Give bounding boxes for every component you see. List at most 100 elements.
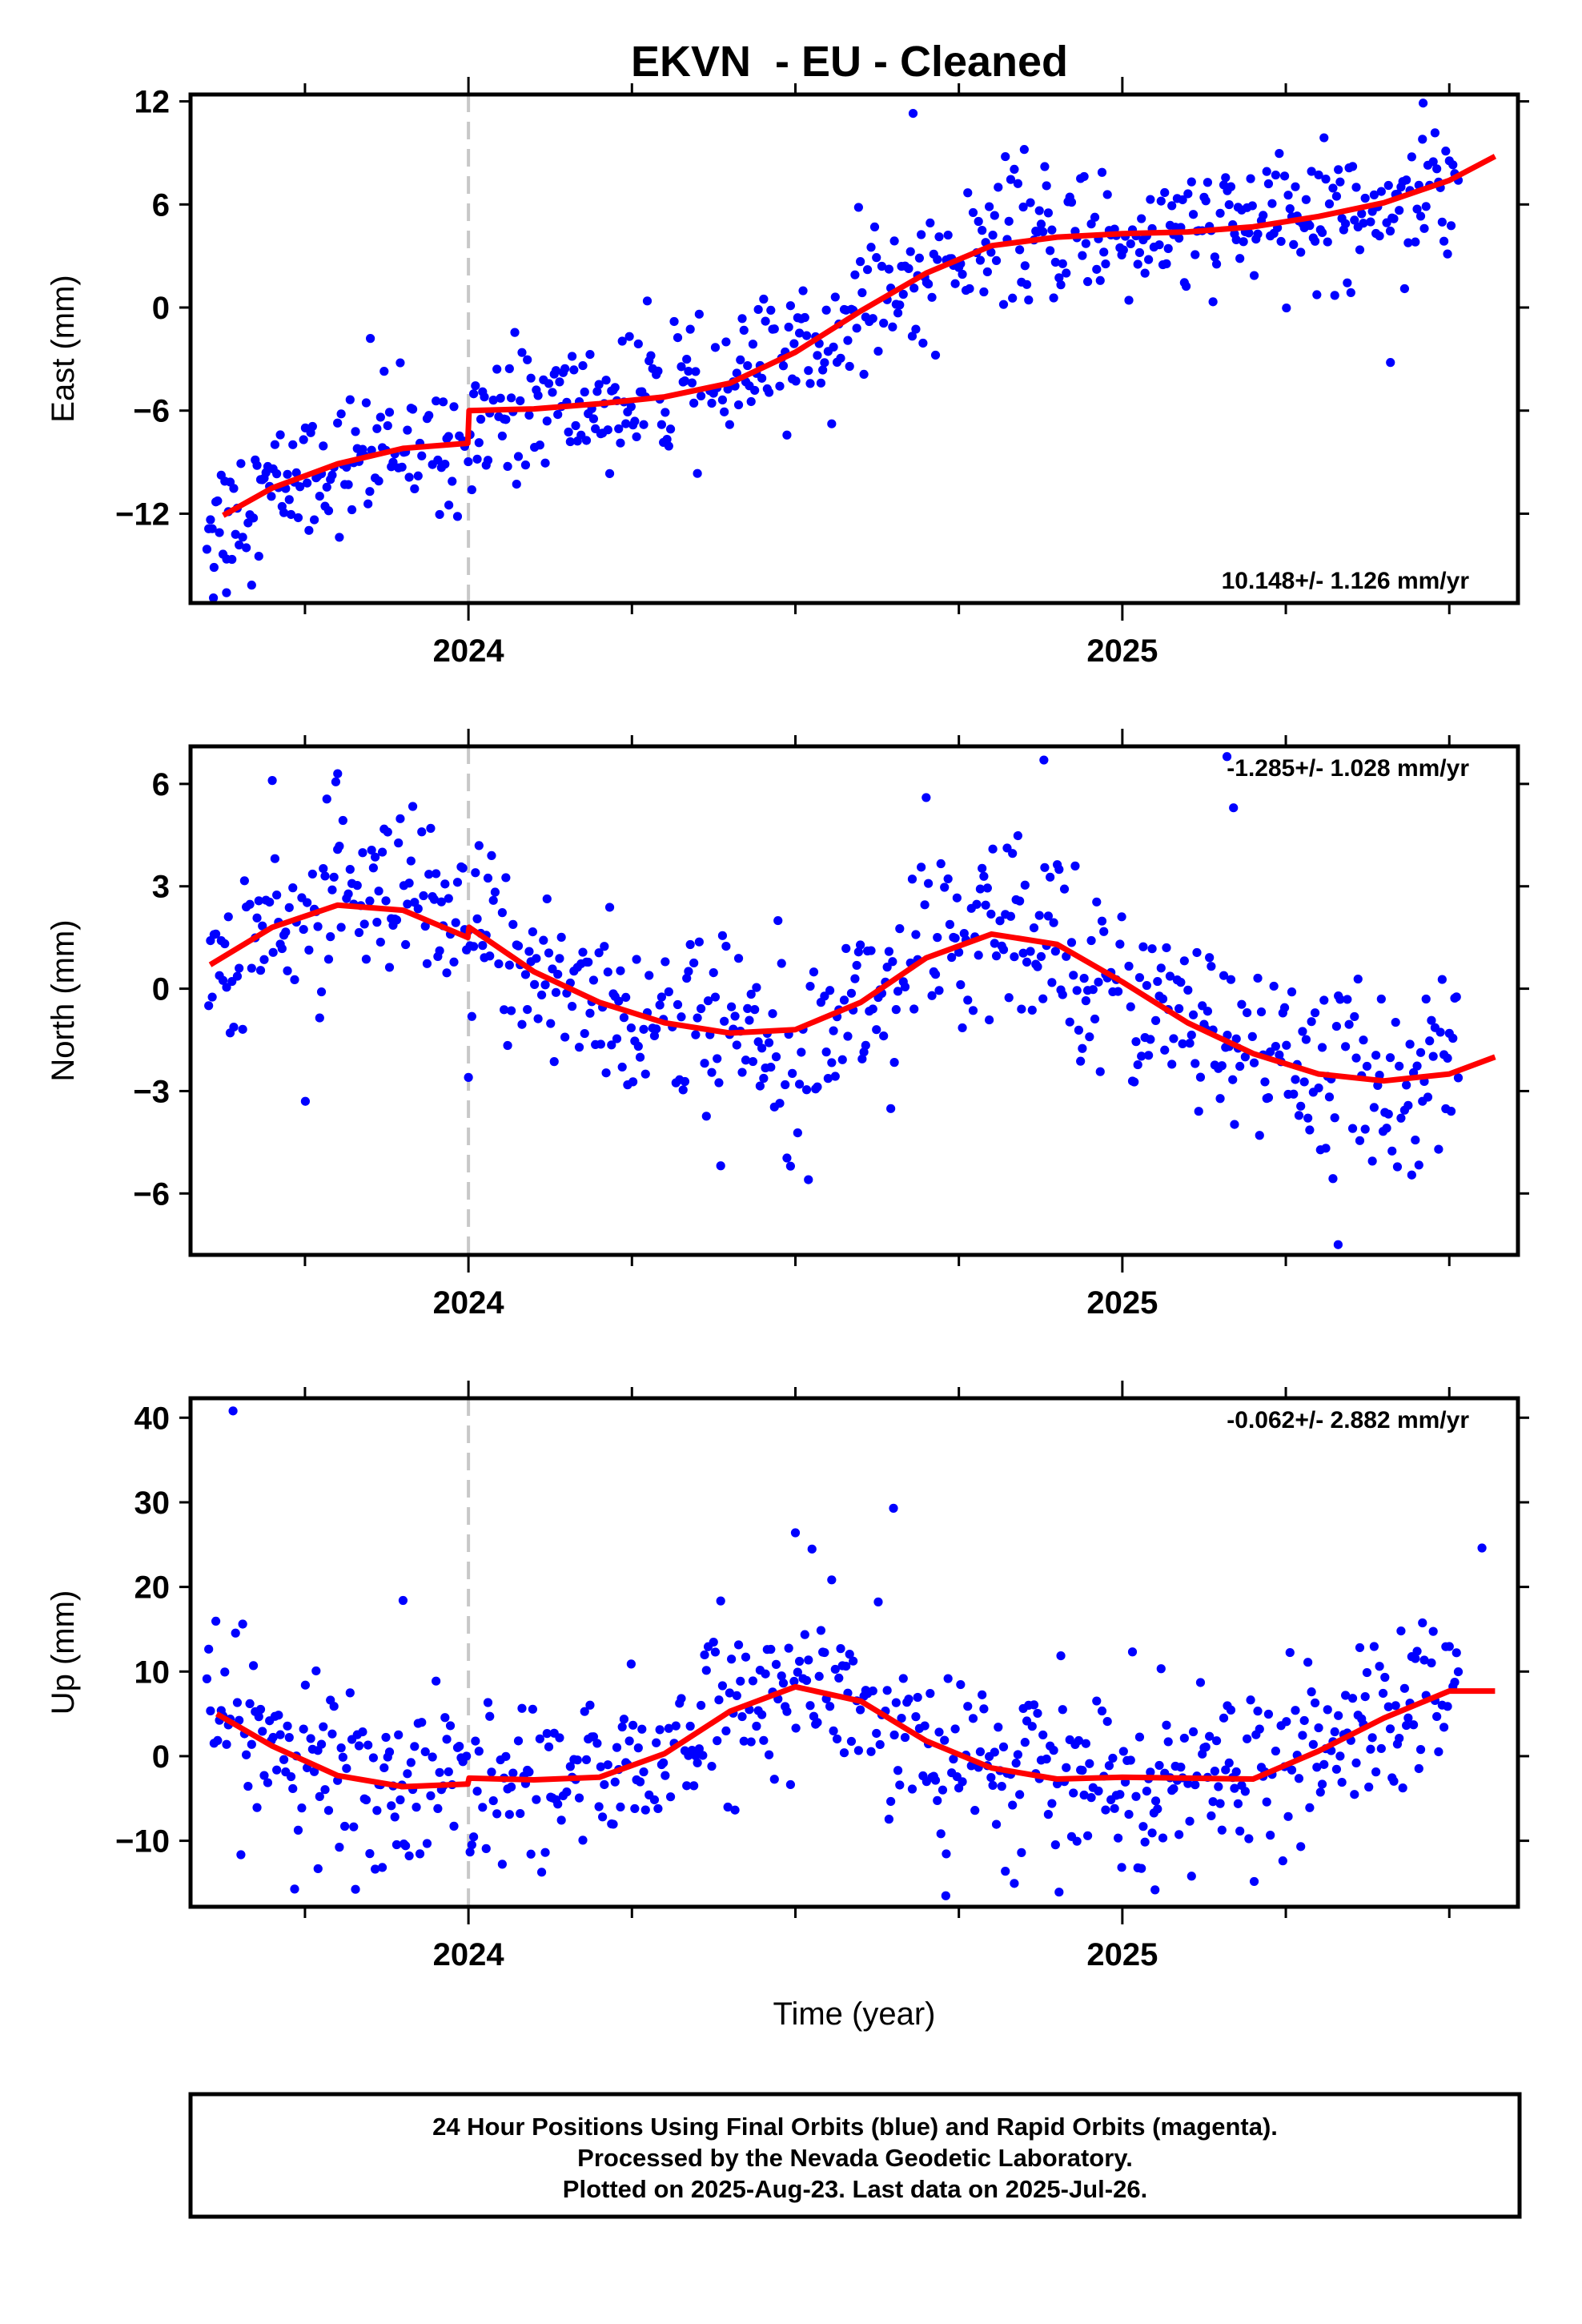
data-point [1134, 247, 1145, 258]
data-point [1405, 1039, 1415, 1049]
data-point [1010, 1879, 1019, 1888]
data-point [277, 943, 287, 954]
data-point [872, 1728, 881, 1739]
up-ticks [179, 1381, 1529, 1924]
data-point [1446, 221, 1456, 231]
data-point [556, 932, 566, 942]
data-point [492, 364, 502, 374]
data-point [1347, 1694, 1358, 1703]
data-point [1350, 1790, 1359, 1799]
data-point [694, 1744, 704, 1754]
data-point [794, 328, 805, 338]
data-point [1335, 1751, 1345, 1761]
data-point [513, 941, 524, 951]
data-point [598, 1812, 608, 1822]
data-point [698, 1751, 708, 1760]
data-point [1079, 171, 1089, 182]
data-point [1001, 1867, 1010, 1876]
data-point [368, 863, 378, 873]
data-point [408, 802, 418, 811]
data-point [372, 424, 382, 433]
data-point [656, 992, 666, 1002]
data-point [827, 1058, 837, 1068]
data-point [1065, 1017, 1074, 1027]
data-point [814, 1671, 824, 1681]
data-point [588, 1732, 599, 1742]
data-point [725, 420, 734, 429]
data-point [764, 388, 774, 397]
data-point [1081, 239, 1090, 248]
data-point [628, 1077, 638, 1087]
data-point [691, 1030, 701, 1039]
data-point [990, 211, 999, 220]
data-point [748, 340, 758, 349]
data-point [1256, 1007, 1267, 1017]
data-point [1366, 217, 1375, 227]
data-point [1386, 358, 1395, 368]
data-point [985, 1015, 994, 1025]
data-point [1222, 752, 1232, 762]
data-point [551, 366, 561, 376]
data-point [242, 1750, 251, 1759]
data-point [1215, 208, 1225, 218]
data-point [1308, 1739, 1318, 1749]
data-point [272, 469, 282, 479]
data-point [621, 992, 631, 1002]
data-point [601, 376, 611, 385]
y-tick-label: −6 [133, 394, 170, 429]
data-point [1117, 1863, 1126, 1872]
data-point [1408, 1720, 1419, 1730]
data-point [235, 963, 244, 973]
data-point [1101, 1805, 1110, 1815]
data-point [383, 420, 392, 431]
data-point [1085, 1759, 1094, 1768]
data-point [496, 393, 505, 403]
data-point [978, 1690, 987, 1699]
data-point [1289, 1089, 1299, 1099]
data-point [1176, 978, 1186, 987]
data-point [494, 959, 504, 969]
data-point [821, 1047, 831, 1057]
data-point [1137, 1051, 1146, 1061]
data-point [483, 873, 493, 883]
data-point [917, 862, 926, 872]
data-point [290, 975, 299, 984]
data-point [1378, 1688, 1388, 1699]
data-point [1392, 1162, 1403, 1172]
data-point [1312, 1763, 1322, 1772]
data-point [1428, 1051, 1438, 1061]
data-point [1226, 1705, 1236, 1715]
data-point [820, 1647, 829, 1658]
data-point [500, 1005, 509, 1015]
data-point [801, 1085, 812, 1095]
data-point [866, 946, 876, 955]
data-point [306, 1734, 315, 1743]
data-point [1095, 1067, 1105, 1076]
data-point [1275, 149, 1284, 159]
data-point [1015, 245, 1025, 255]
data-point [1078, 1043, 1087, 1053]
data-point [231, 1628, 240, 1638]
data-point [938, 1785, 948, 1795]
data-point [349, 1822, 359, 1831]
data-point [873, 1597, 883, 1606]
data-point [839, 1748, 849, 1758]
data-point [506, 393, 516, 403]
data-point [805, 981, 815, 991]
data-point [501, 1751, 511, 1761]
data-point [202, 1674, 212, 1683]
data-point [417, 1718, 427, 1727]
data-point [733, 1640, 744, 1650]
data-point [215, 528, 224, 537]
data-point [1211, 1736, 1222, 1746]
data-point [420, 1747, 430, 1757]
data-point [451, 918, 460, 927]
data-point [480, 392, 489, 402]
data-point [343, 889, 353, 899]
data-point [1085, 1032, 1094, 1042]
data-point [252, 460, 262, 470]
data-point [737, 314, 747, 324]
data-point [347, 505, 357, 515]
data-point [1439, 236, 1449, 246]
data-point [911, 1712, 921, 1722]
